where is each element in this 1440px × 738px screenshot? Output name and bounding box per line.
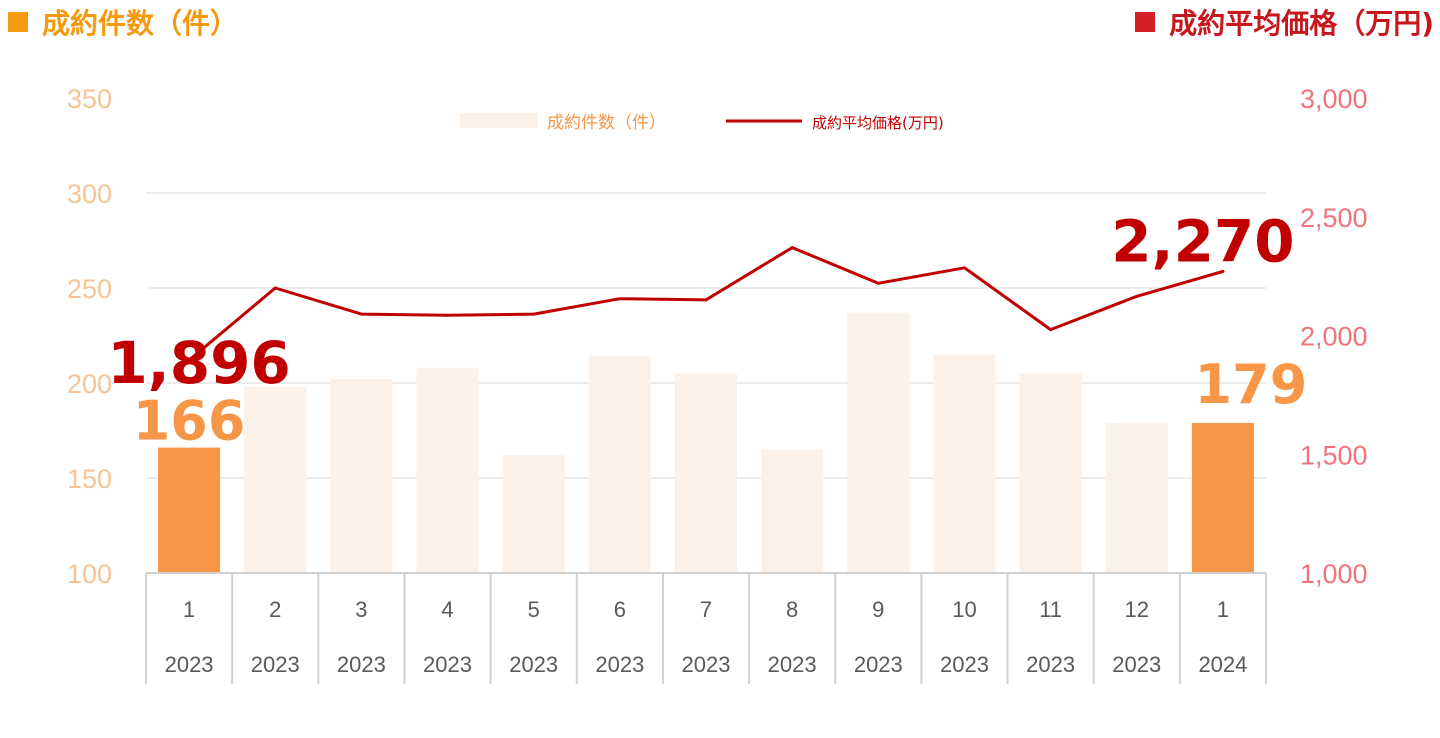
price-point: [876, 281, 880, 285]
category-year-label: 2023: [682, 652, 731, 677]
bar: [330, 379, 393, 573]
category-year-label: 2023: [509, 652, 558, 677]
category-year-label: 2023: [337, 652, 386, 677]
bar-data-label: 166: [133, 390, 246, 453]
bar-data-label: 179: [1195, 353, 1308, 416]
price-point: [273, 286, 277, 290]
left-axis-tick-label: 150: [67, 464, 112, 494]
category-axis: 1 2023 2 2023 3 2023 4 2023 5 2023 6 2023 7 2023 8 2023…: [145, 572, 1267, 684]
chart-legend: 成約件数（件） 成約平均価格(万円): [460, 113, 944, 133]
orange-square-icon: [8, 12, 28, 32]
category-year-label: 2023: [423, 652, 472, 677]
price-line: [188, 246, 1224, 362]
price-point: [532, 312, 536, 316]
right-axis-tick-label: 2,500: [1300, 203, 1368, 233]
line-data-label: 2,270: [1111, 207, 1294, 275]
left-axis-tick-label: 100: [67, 559, 112, 589]
bar: [1019, 373, 1082, 573]
legend-bar-label: 成約件数（件）: [547, 113, 666, 133]
category-month-label: 8: [786, 597, 798, 622]
category-month-label: 1: [1217, 597, 1229, 622]
price-point: [1135, 294, 1139, 298]
category-month-label: 12: [1125, 597, 1149, 622]
bar: [158, 447, 221, 573]
category-year-label: 2023: [854, 652, 903, 677]
category-month-label: 4: [441, 597, 453, 622]
bar: [502, 455, 565, 573]
category-month-label: 9: [872, 597, 884, 622]
legend-line-label: 成約平均価格(万円): [812, 114, 944, 132]
category-month-label: 3: [355, 597, 367, 622]
left-axis-tick-label: 200: [67, 369, 112, 399]
right-axis-tick-label: 3,000: [1300, 84, 1368, 114]
price-point: [187, 358, 191, 362]
category-year-label: 2023: [1026, 652, 1075, 677]
bar: [416, 367, 479, 573]
bar: [761, 449, 824, 573]
red-square-icon: [1135, 12, 1156, 32]
category-year-label: 2023: [940, 652, 989, 677]
category-month-label: 11: [1039, 597, 1062, 622]
bar: [244, 386, 307, 573]
category-year-label: 2023: [251, 652, 300, 677]
price-point: [790, 246, 794, 250]
category-year-label: 2023: [1112, 652, 1161, 677]
category-year-label: 2024: [1198, 652, 1247, 677]
price-point: [446, 313, 450, 317]
price-point: [704, 298, 708, 302]
category-month-label: 1: [183, 597, 195, 622]
left-axis-tick-label: 350: [67, 84, 112, 114]
category-month-label: 2: [269, 597, 281, 622]
right-axis-tick-label: 1,500: [1300, 440, 1368, 470]
line-data-label: 1,896: [107, 329, 290, 397]
left-axis-tick-label: 250: [67, 274, 112, 304]
bar: [847, 312, 910, 573]
price-point: [1049, 328, 1053, 332]
left-axis-title-text: 成約件数（件）: [42, 7, 239, 40]
category-year-label: 2023: [768, 652, 817, 677]
category-year-label: 2023: [595, 652, 644, 677]
price-point: [359, 312, 363, 316]
right-axis-title: 成約平均価格（万円): [1135, 2, 1434, 42]
price-point: [962, 266, 966, 270]
bar: [1191, 422, 1254, 573]
left-axis-tick-label: 300: [67, 179, 112, 209]
price-point: [618, 297, 622, 301]
bar: [933, 354, 996, 573]
bar: [675, 373, 737, 573]
price-point: [1221, 269, 1225, 273]
legend-bar-swatch: [460, 113, 538, 128]
right-axis-tick-label: 2,000: [1300, 322, 1368, 352]
category-month-label: 5: [528, 597, 540, 622]
bar: [1105, 422, 1168, 573]
category-month-label: 10: [952, 597, 976, 622]
left-axis-title: 成約件数（件）: [8, 2, 238, 42]
bar: [588, 356, 651, 573]
category-year-label: 2023: [165, 652, 214, 677]
category-month-label: 6: [614, 597, 626, 622]
right-axis-title-text: 成約平均価格（万円): [1169, 7, 1434, 40]
category-month-label: 7: [700, 597, 712, 622]
right-axis-tick-label: 1,000: [1300, 559, 1368, 589]
